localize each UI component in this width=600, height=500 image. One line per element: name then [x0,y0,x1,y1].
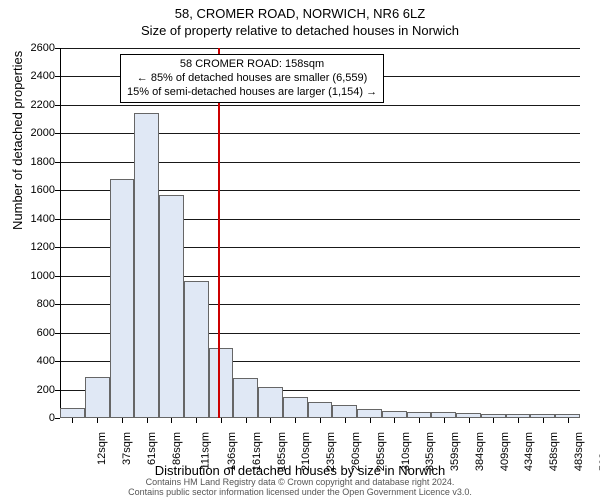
histogram-bar [60,408,85,418]
ytick-mark [55,105,60,106]
callout-box: 58 CROMER ROAD: 158sqm ← 85% of detached… [120,54,384,103]
ytick-mark [55,219,60,220]
xtick-mark [147,418,148,423]
xtick-mark [543,418,544,423]
xtick-mark [444,418,445,423]
xtick-mark [518,418,519,423]
xtick-mark [320,418,321,423]
histogram-bar [357,409,382,418]
ytick-label: 600 [0,327,55,339]
ytick-label: 2600 [0,42,55,54]
gridline [60,48,580,49]
ytick-mark [55,48,60,49]
ytick-mark [55,333,60,334]
plot-area: 58 CROMER ROAD: 158sqm ← 85% of detached… [60,48,580,418]
xtick-mark [72,418,73,423]
footer-line-2: Contains public sector information licen… [0,488,600,498]
histogram-bar [184,281,209,418]
address-title: 58, CROMER ROAD, NORWICH, NR6 6LZ [0,0,600,21]
xtick-mark [196,418,197,423]
xtick-label: 37sqm [121,432,133,465]
xtick-mark [171,418,172,423]
histogram-bar [85,377,110,418]
xtick-mark [469,418,470,423]
xtick-label: 86sqm [171,432,183,465]
ytick-mark [55,190,60,191]
histogram-bar [258,387,283,418]
ytick-label: 1800 [0,156,55,168]
ytick-label: 400 [0,355,55,367]
ytick-label: 0 [0,412,55,424]
ytick-label: 2000 [0,127,55,139]
xtick-label: 61sqm [146,432,158,465]
xtick-mark [270,418,271,423]
xtick-mark [370,418,371,423]
histogram-bar [110,179,135,418]
subtitle: Size of property relative to detached ho… [0,23,600,38]
xtick-label: 12sqm [96,432,108,465]
ytick-label: 2200 [0,99,55,111]
ytick-mark [55,133,60,134]
ytick-mark [55,304,60,305]
xtick-mark [419,418,420,423]
ytick-mark [55,247,60,248]
histogram-bar [283,397,308,418]
ytick-label: 1200 [0,241,55,253]
ytick-mark [55,418,60,419]
ytick-mark [55,162,60,163]
xtick-mark [568,418,569,423]
histogram-bar [134,113,159,418]
property-marker-line [218,48,220,418]
ytick-label: 1600 [0,184,55,196]
attribution-footer: Contains HM Land Registry data © Crown c… [0,478,600,498]
xtick-mark [246,418,247,423]
ytick-mark [55,361,60,362]
xtick-mark [295,418,296,423]
ytick-label: 1400 [0,213,55,225]
xtick-mark [122,418,123,423]
xtick-mark [221,418,222,423]
xtick-mark [394,418,395,423]
x-axis-label: Distribution of detached houses by size … [0,463,600,478]
chart-container: 58, CROMER ROAD, NORWICH, NR6 6LZ Size o… [0,0,600,500]
histogram-bar [382,411,407,418]
histogram-bar [209,348,234,418]
callout-line-2: ← 85% of detached houses are smaller (6,… [127,72,377,86]
ytick-label: 800 [0,298,55,310]
ytick-mark [55,276,60,277]
histogram-bar [332,405,357,418]
ytick-label: 200 [0,384,55,396]
xtick-mark [345,418,346,423]
ytick-label: 2400 [0,70,55,82]
ytick-mark [55,76,60,77]
xtick-mark [493,418,494,423]
callout-line-1: 58 CROMER ROAD: 158sqm [127,58,377,72]
histogram-bar [233,378,258,418]
histogram-bar [308,402,333,418]
xtick-mark [97,418,98,423]
callout-line-3: 15% of semi-detached houses are larger (… [127,86,377,100]
ytick-label: 1000 [0,270,55,282]
gridline [60,105,580,106]
ytick-mark [55,390,60,391]
histogram-bar [159,195,184,418]
